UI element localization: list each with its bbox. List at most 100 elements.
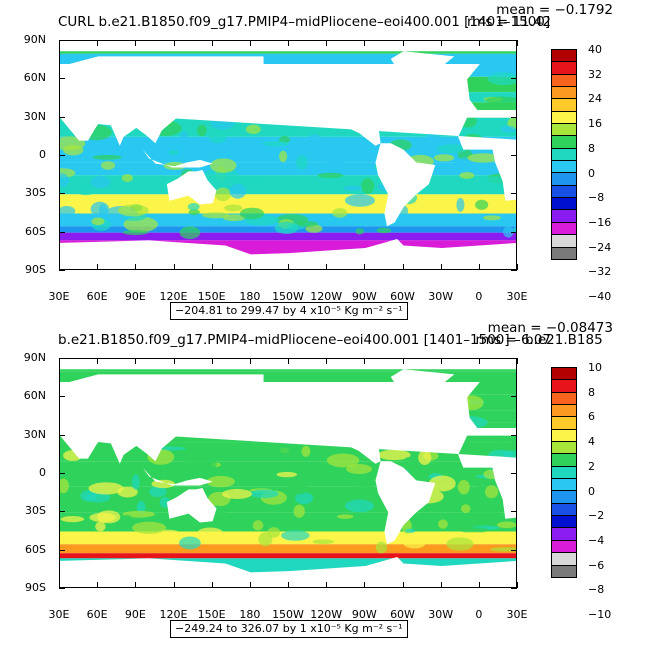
- x-tick-label: 150W: [272, 608, 304, 621]
- field-band: [60, 544, 516, 554]
- x-tick-label: 30W: [428, 290, 454, 303]
- field-patch: [168, 149, 179, 156]
- legend-level-label: −16: [588, 215, 612, 229]
- y-tick: [511, 155, 517, 156]
- y-tick: [59, 270, 65, 271]
- legend-swatch: [551, 123, 577, 137]
- field-patch: [249, 489, 279, 499]
- field-patch: [332, 208, 348, 218]
- y-tick: [59, 549, 65, 551]
- y-tick: [59, 511, 65, 513]
- chart-title: b.e21.B1850.f09_g17.PMIP4–midPliocene–eo…: [58, 332, 603, 348]
- x-tick: [478, 358, 480, 364]
- field-patch: [403, 539, 426, 549]
- x-tick: [517, 40, 518, 46]
- x-tick: [249, 358, 251, 364]
- y-tick: [511, 231, 517, 233]
- x-tick: [173, 582, 175, 588]
- field-patch: [352, 480, 375, 489]
- field-patch: [224, 204, 243, 212]
- field-patch: [484, 485, 499, 499]
- legend-swatch: [551, 379, 577, 393]
- field-patch: [187, 202, 200, 211]
- field-patch: [153, 529, 183, 542]
- x-tick: [364, 582, 366, 588]
- y-tick-label: 30N: [23, 109, 46, 123]
- x-tick: [288, 358, 289, 364]
- field-patch: [361, 178, 375, 194]
- legend-swatch: [551, 527, 577, 541]
- field-patch: [60, 478, 69, 494]
- legend-level-label: −8: [588, 583, 605, 597]
- mean-value: mean = −0.1792: [496, 2, 613, 18]
- land-mask: [375, 143, 436, 227]
- x-tick-label: 30E: [506, 290, 528, 303]
- x-tick-label: 30E: [48, 608, 70, 621]
- x-tick: [478, 582, 480, 588]
- field-patch: [437, 144, 468, 154]
- y-tick: [511, 511, 517, 513]
- field-patch: [376, 227, 392, 234]
- field-patch: [497, 521, 516, 529]
- legend-level-label: −24: [588, 240, 612, 254]
- field-patch: [85, 492, 111, 503]
- legend-swatch: [551, 135, 577, 149]
- y-tick: [511, 434, 517, 436]
- field-patch: [296, 155, 308, 171]
- field-patch: [475, 199, 489, 210]
- x-tick: [402, 40, 404, 46]
- y-tick-label: 60N: [23, 389, 46, 403]
- land-mask: [60, 64, 516, 118]
- legend-swatch: [551, 404, 577, 418]
- x-tick: [59, 358, 60, 364]
- x-tick: [288, 582, 289, 588]
- field-patch: [418, 450, 432, 466]
- x-tick: [249, 582, 251, 588]
- x-tick: [517, 358, 518, 364]
- legend-swatch: [551, 234, 577, 248]
- chart-title: CURL b.e21.B1850.f09_g17.PMIP4–midPlioce…: [58, 14, 551, 30]
- field-band: [60, 553, 516, 559]
- field-patch: [60, 206, 76, 217]
- field-patch: [95, 521, 106, 532]
- x-tick: [478, 264, 480, 270]
- field-patch: [377, 449, 411, 461]
- y-tick: [511, 78, 517, 80]
- y-tick: [511, 40, 517, 41]
- x-tick: [517, 264, 518, 270]
- field-patch: [457, 479, 470, 495]
- legend-swatch: [551, 502, 577, 517]
- field-patch: [188, 209, 200, 216]
- legend-swatch: [551, 86, 577, 100]
- land-mask: [60, 239, 516, 269]
- x-tick: [249, 264, 251, 270]
- field-patch: [425, 132, 442, 147]
- x-tick-label: 30W: [428, 608, 454, 621]
- y-tick: [59, 78, 65, 80]
- field-patch: [202, 212, 230, 219]
- x-tick-label: 180: [239, 608, 261, 621]
- legend-swatch: [551, 428, 577, 443]
- legend-level-label: −40: [588, 290, 612, 304]
- field-patch: [503, 225, 514, 238]
- field-patch: [459, 171, 475, 179]
- curl-map: [59, 358, 517, 588]
- y-tick-label: 30S: [25, 186, 46, 200]
- field-patch: [122, 229, 149, 236]
- field-patch: [344, 499, 374, 513]
- legend-level-label: −2: [588, 509, 605, 523]
- x-tick: [135, 264, 137, 270]
- field-patch: [276, 471, 298, 478]
- field-patch: [278, 136, 291, 143]
- legend-swatch: [551, 465, 577, 480]
- y-tick: [511, 473, 517, 474]
- legend-level-label: 16: [588, 117, 602, 131]
- field-patch: [206, 475, 235, 488]
- y-tick-label: 30N: [23, 427, 46, 441]
- field-patch: [258, 532, 273, 547]
- field-patch: [100, 151, 120, 156]
- curl-panel-top: CURL b.e21.B1850.f09_g17.PMIP4–midPlioce…: [0, 0, 647, 320]
- x-tick: [97, 582, 99, 588]
- x-tick: [478, 40, 480, 46]
- field-band: [60, 162, 516, 176]
